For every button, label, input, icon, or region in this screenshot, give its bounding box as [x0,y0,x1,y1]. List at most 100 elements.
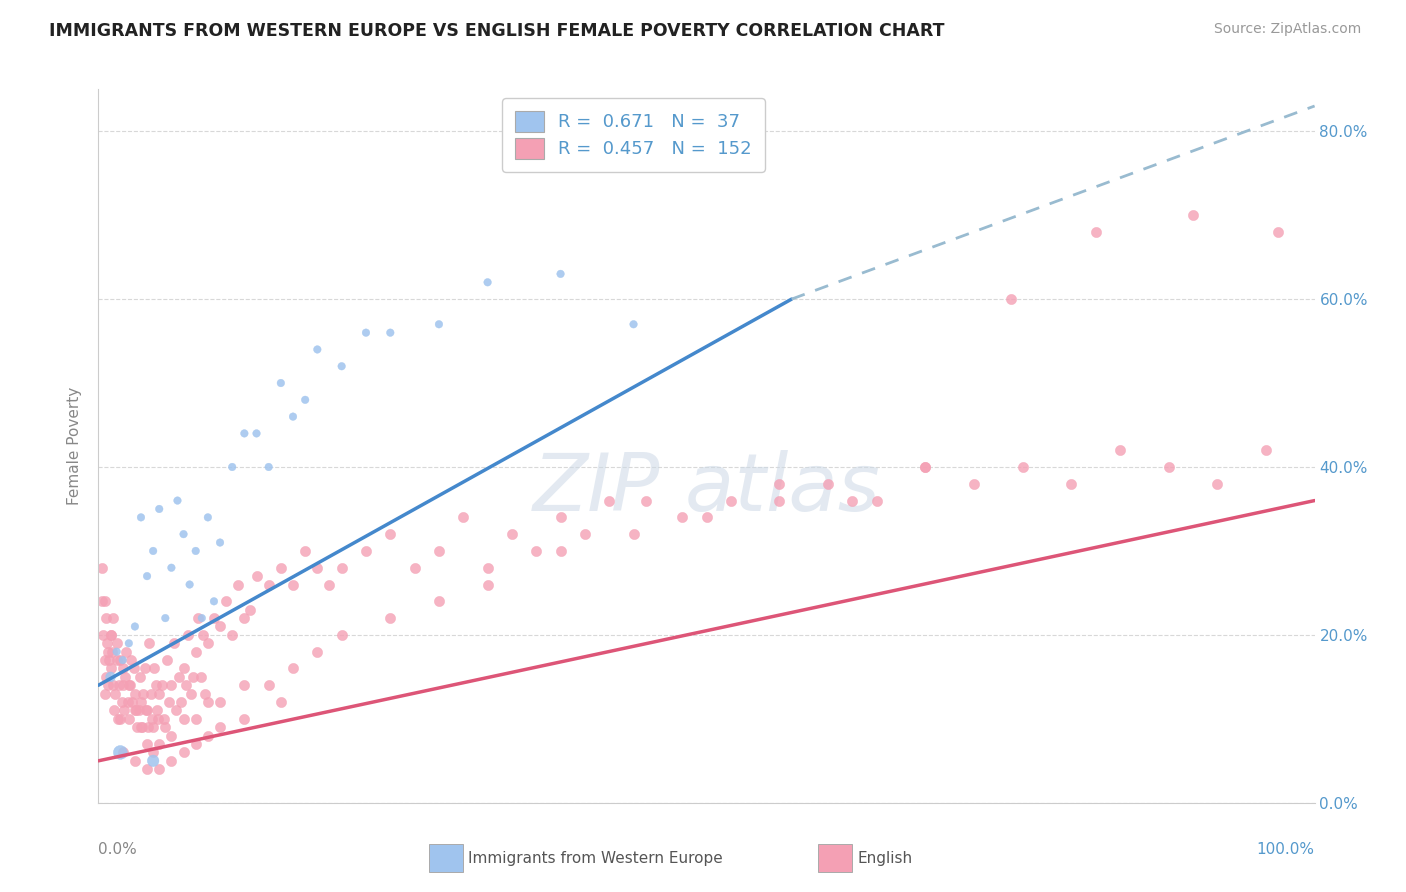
Point [122,661,145,675]
Point [187,611,209,625]
Point [671,510,693,524]
Point [245,569,267,583]
Point [100,661,122,675]
Point [101,645,124,659]
Point [155,653,177,667]
Point [160,560,183,574]
Point [1182,208,1205,222]
Text: 100.0%: 100.0% [1257,842,1315,857]
Point [184,712,207,726]
Point [146,712,169,726]
Point [380,611,402,625]
Point [501,527,523,541]
Point [574,527,596,541]
Point [477,275,499,289]
Point [118,678,141,692]
Point [91,594,114,608]
Point [257,678,280,692]
Point [307,560,329,574]
Point [427,594,450,608]
Point [720,149,742,163]
Point [623,527,645,541]
Point [221,628,243,642]
Point [93,653,115,667]
Point [281,577,304,591]
Point [330,359,353,374]
Point [914,460,936,475]
Point [124,619,146,633]
Point [143,661,166,675]
Point [215,594,238,608]
Point [197,636,219,650]
Point [114,670,136,684]
Legend: R =  0.671   N =  37, R =  0.457   N =  152: R = 0.671 N = 37, R = 0.457 N = 152 [502,98,765,171]
Point [121,695,143,709]
Point [110,695,132,709]
Point [209,720,232,734]
Point [105,653,128,667]
Point [124,754,146,768]
Point [103,703,125,717]
Point [1206,476,1229,491]
Point [110,653,132,667]
Point [167,670,190,684]
Point [160,729,183,743]
Point [1254,443,1277,458]
Point [107,712,129,726]
Point [184,737,207,751]
Point [136,737,159,751]
Point [380,326,402,340]
Point [142,544,165,558]
Point [128,703,150,717]
Point [550,544,572,558]
Point [160,678,183,692]
Point [150,678,173,692]
Point [98,653,121,667]
Point [166,493,188,508]
Point [190,670,212,684]
Point [142,754,165,768]
Point [477,560,499,574]
Point [163,636,186,650]
Point [427,318,450,332]
Text: IMMIGRANTS FROM WESTERN EUROPE VS ENGLISH FEMALE POVERTY CORRELATION CHART: IMMIGRANTS FROM WESTERN EUROPE VS ENGLIS… [49,22,945,40]
Point [281,409,304,424]
Point [100,670,122,684]
Point [354,326,377,340]
Point [100,628,122,642]
Point [146,703,169,717]
Point [118,712,141,726]
Text: English: English [858,851,912,865]
Point [136,762,159,776]
Point [1000,292,1022,306]
Point [817,476,839,491]
Point [270,695,292,709]
Point [96,636,118,650]
Text: 0.0%: 0.0% [98,842,138,857]
Point [181,670,204,684]
Point [160,754,183,768]
Point [841,493,863,508]
Point [184,544,207,558]
Point [209,535,232,549]
Point [191,628,214,642]
Point [194,687,217,701]
Point [153,712,176,726]
Point [173,746,195,760]
Point [125,703,148,717]
Point [148,502,170,516]
Point [963,476,986,491]
Point [307,343,329,357]
Point [239,603,262,617]
Point [136,703,159,717]
Point [197,695,219,709]
Point [233,712,256,726]
Point [129,695,152,709]
Point [477,577,499,591]
Point [221,460,243,475]
Point [318,577,340,591]
Point [142,720,165,734]
Point [138,636,160,650]
Point [202,611,225,625]
Point [177,628,200,642]
